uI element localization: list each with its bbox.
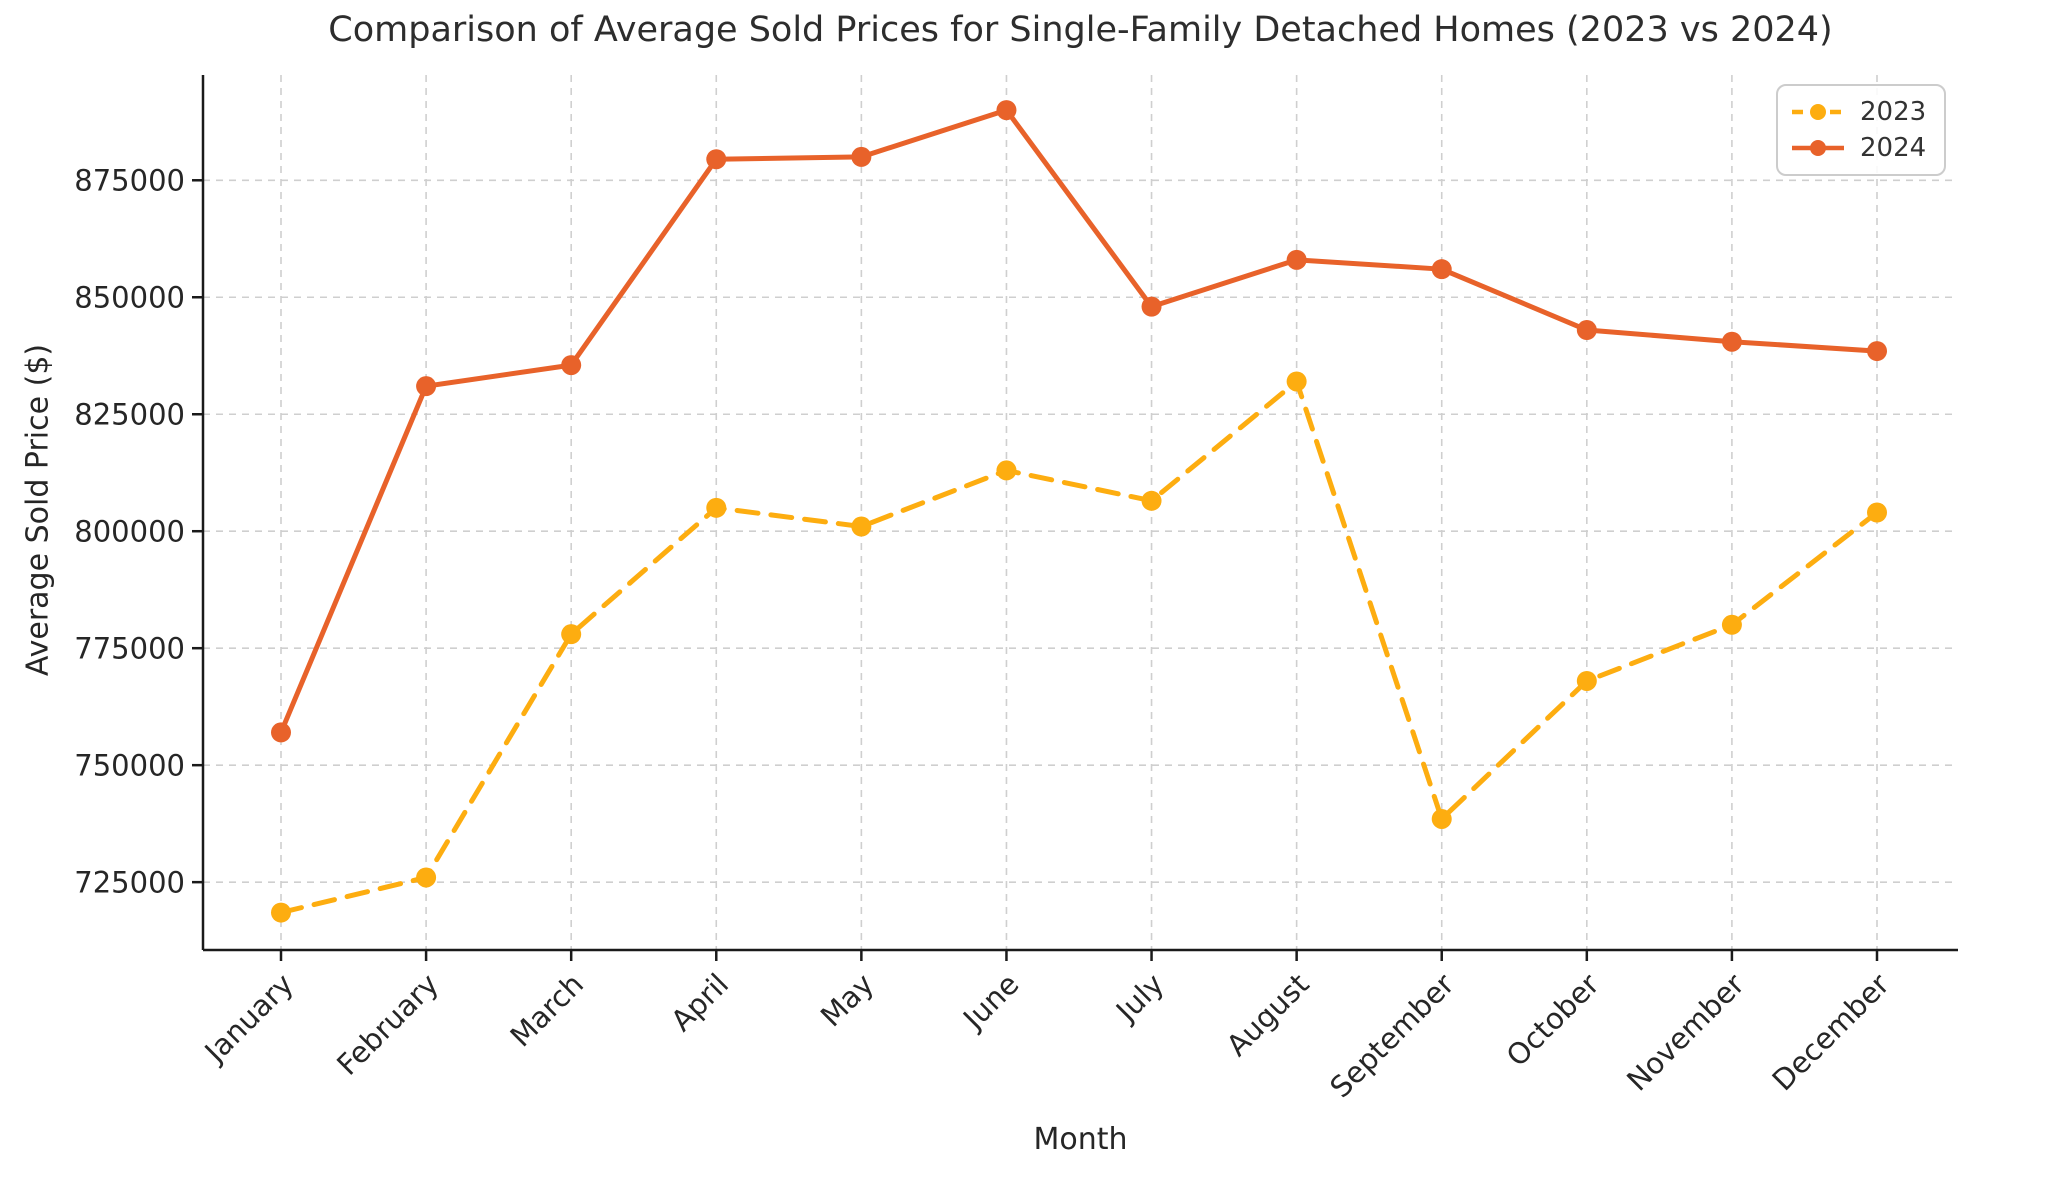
y-tick-label: 750000 xyxy=(74,748,185,782)
series-2023-marker xyxy=(1141,490,1162,511)
y-tick-label: 875000 xyxy=(74,163,185,197)
series-2024-marker xyxy=(996,100,1017,121)
chart-title: Comparison of Average Sold Prices for Si… xyxy=(328,10,1833,50)
series-2024-marker xyxy=(1431,259,1452,280)
series-2023-marker xyxy=(1867,502,1887,523)
x-tick-label: July xyxy=(1108,967,1170,1029)
legend: 2023 2024 xyxy=(1776,84,1946,176)
series-2023-line xyxy=(278,378,1880,916)
series-2023-marker xyxy=(561,624,582,645)
series-2024-marker xyxy=(1141,296,1162,317)
series-2023-marker xyxy=(1286,371,1307,392)
x-tick-label: January xyxy=(197,967,300,1070)
series-2024-line xyxy=(278,107,1880,735)
x-tick-label: October xyxy=(1500,967,1606,1073)
x-tick-label: June xyxy=(955,967,1025,1037)
legend-sample-marker xyxy=(1810,140,1826,157)
series-2023-marker xyxy=(271,902,291,923)
series-2024-marker xyxy=(1867,341,1887,362)
series-2024-marker xyxy=(1576,320,1597,341)
legend-label-2024: 2024 xyxy=(1860,133,1927,164)
y-tick-label: 800000 xyxy=(74,514,185,548)
series-2024-marker xyxy=(1721,331,1742,352)
legend-label-2023: 2023 xyxy=(1860,96,1927,127)
x-tick-label: April xyxy=(664,967,735,1038)
y-axis-label: Average Sold Price ($) xyxy=(20,343,56,677)
legend-sample-2024-solid-line xyxy=(1792,140,1844,157)
x-tick-label: September xyxy=(1323,967,1460,1104)
y-tick-label: 825000 xyxy=(74,397,185,431)
series-2024-marker xyxy=(1286,249,1307,270)
legend-sample-2023-dashed-line xyxy=(1792,103,1844,120)
x-tick-label: November xyxy=(1620,967,1751,1098)
y-tick-label: 725000 xyxy=(74,865,185,899)
x-axis-label: Month xyxy=(1033,1122,1128,1157)
series-2023-marker xyxy=(996,460,1017,481)
series-2023-marker xyxy=(706,497,727,518)
series-2023-marker xyxy=(1431,808,1452,829)
x-tick-label: March xyxy=(504,967,591,1054)
series-2023-marker xyxy=(1576,670,1597,691)
series-2024-marker xyxy=(851,146,872,167)
series-2023-marker xyxy=(851,516,872,537)
x-tick-label: February xyxy=(330,967,445,1082)
series-2023-marker xyxy=(1721,614,1742,635)
series-2024-marker xyxy=(416,376,437,397)
series-2024-marker xyxy=(706,149,727,170)
series-2024-marker xyxy=(561,355,582,376)
x-tick-label: August xyxy=(1220,967,1316,1063)
legend-item-2024: 2024 xyxy=(1790,133,1932,163)
series-2024-marker xyxy=(271,722,291,743)
legend-sample-marker xyxy=(1810,103,1826,120)
x-tick-label: December xyxy=(1766,967,1896,1097)
legend-item-2023: 2023 xyxy=(1790,97,1932,127)
y-tick-label: 850000 xyxy=(74,280,185,314)
x-tick-label: May xyxy=(814,967,880,1033)
series-2023-marker xyxy=(416,867,437,888)
y-tick-label: 775000 xyxy=(74,631,185,665)
